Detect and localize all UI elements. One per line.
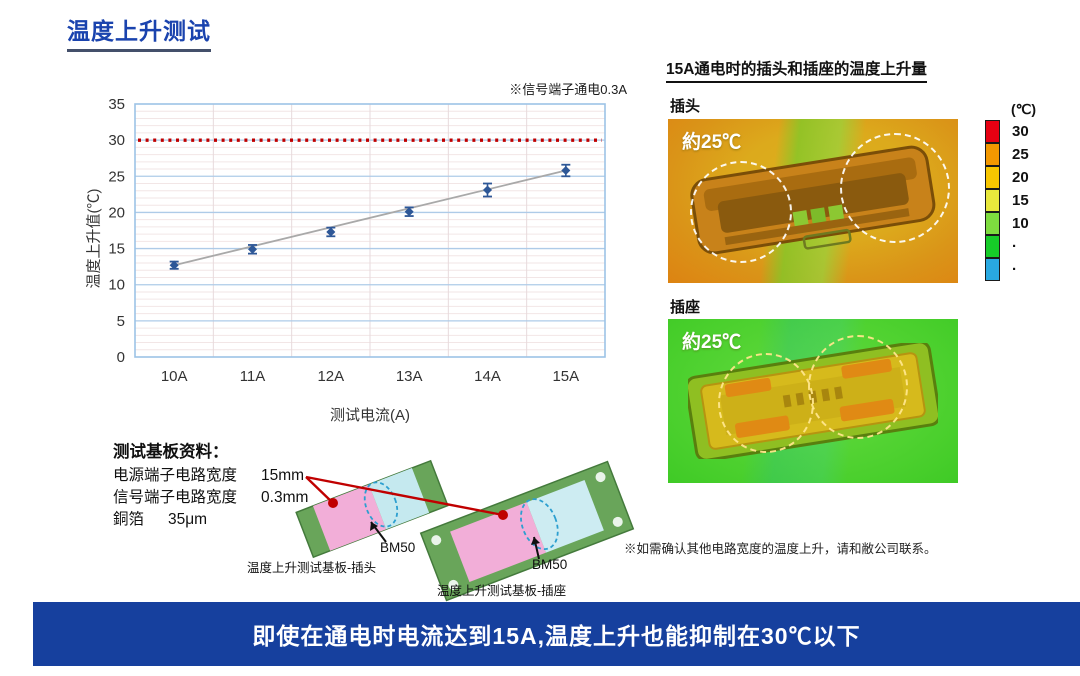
x-tick-label: 13A bbox=[396, 368, 423, 385]
plug-thermal-image: 約25℃ bbox=[668, 119, 958, 283]
chart-note: ※信号端子通电0.3A bbox=[509, 82, 627, 97]
thermal-section-heading: 15A通电时的插头和插座的温度上升量 bbox=[666, 57, 927, 83]
page-title: 温度上升测试 bbox=[67, 12, 211, 52]
bm50-arrows bbox=[370, 521, 540, 560]
y-tick-label: 30 bbox=[108, 132, 125, 149]
colorbar-scale: 30 25 20 15 10 · · bbox=[985, 119, 1080, 281]
colorbar-row: · bbox=[985, 234, 1080, 258]
spec-value: 35μm bbox=[168, 511, 208, 528]
bm50-label-plug: BM50 bbox=[380, 540, 416, 555]
colorbar-unit: (℃) bbox=[1011, 101, 1037, 117]
colorbar-tick-label: 15 bbox=[1012, 192, 1029, 209]
colorbar-tick-label: 25 bbox=[1012, 146, 1029, 163]
colorbar-row: 30 bbox=[985, 119, 1080, 143]
socket-hotspot-circle-left bbox=[718, 353, 814, 453]
test-board-info-heading: 测试基板资料： bbox=[113, 443, 229, 461]
conclusion-text: 即使在通电时电流达到15A,温度上升也能抑制在30℃以下 bbox=[252, 623, 861, 649]
colorbar-row: 10 bbox=[985, 211, 1080, 235]
chart-y-axis-title: 温度上升值(℃) bbox=[85, 188, 103, 289]
spec-label: 銅箔 bbox=[113, 511, 145, 528]
plug-temperature-annotation: 約25℃ bbox=[682, 132, 742, 153]
temperature-chart-section: ※信号端子通电0.3A 0 5 10 15 20 25 30 35 10A 11A 12A 13A 14… bbox=[75, 78, 635, 428]
temperature-colorbar: (℃) 30 25 20 15 10 · · bbox=[985, 101, 1080, 281]
colorbar-tick-label: 10 bbox=[1012, 215, 1029, 232]
colorbar-row: 25 bbox=[985, 142, 1080, 166]
plug-hotspot-circle-right bbox=[840, 133, 950, 243]
socket-temperature-annotation: 約25℃ bbox=[682, 332, 742, 353]
y-tick-label: 5 bbox=[117, 313, 125, 330]
plug-label: 插头 bbox=[670, 98, 701, 115]
socket-label: 插座 bbox=[670, 299, 701, 316]
x-tick-label: 11A bbox=[240, 368, 266, 385]
colorbar-swatch bbox=[985, 119, 1000, 143]
y-tick-label: 10 bbox=[108, 277, 125, 294]
colorbar-tick-label: · bbox=[1012, 238, 1017, 255]
colorbar-tick-label: 20 bbox=[1012, 169, 1029, 186]
y-tick-label: 15 bbox=[108, 241, 125, 258]
circuit-width-callout bbox=[305, 475, 508, 520]
plug-hotspot-circle-left bbox=[690, 161, 792, 263]
y-tick-label: 0 bbox=[117, 349, 125, 366]
colorbar-swatch bbox=[985, 142, 1000, 166]
spec-value: 0.3mm bbox=[261, 489, 309, 506]
socket-hotspot-circle-right bbox=[808, 335, 908, 439]
spec-label: 信号端子电路宽度 bbox=[113, 489, 238, 506]
y-tick-label: 25 bbox=[108, 168, 125, 185]
colorbar-tick-label: · bbox=[1012, 261, 1017, 278]
colorbar-tick-label: 30 bbox=[1012, 123, 1029, 140]
test-board-diagrams bbox=[295, 459, 635, 602]
x-tick-label: 15A bbox=[552, 368, 579, 385]
bm50-label-socket: BM50 bbox=[532, 557, 568, 572]
contact-note: ※如需确认其他电路宽度的温度上升，请和敝公司联系。 bbox=[624, 542, 937, 556]
y-tick-label: 35 bbox=[108, 96, 125, 113]
socket-thermal-image: 約25℃ bbox=[668, 319, 958, 483]
colorbar-swatch bbox=[985, 234, 1000, 258]
spec-label: 电源端子电路宽度 bbox=[113, 467, 238, 484]
conclusion-banner: 即使在通电时电流达到15A,温度上升也能抑制在30℃以下 bbox=[33, 602, 1080, 666]
board-spec-row: 信号端子电路宽度 0.3mm bbox=[113, 487, 308, 509]
socket-board-caption: 温度上升测试基板-插座 bbox=[437, 584, 567, 598]
colorbar-swatch bbox=[985, 188, 1000, 212]
x-tick-label: 12A bbox=[317, 368, 344, 385]
colorbar-row: 15 bbox=[985, 188, 1080, 212]
x-tick-label: 14A bbox=[474, 368, 501, 385]
y-tick-label: 20 bbox=[108, 204, 125, 221]
colorbar-row: · bbox=[985, 257, 1080, 281]
colorbar-swatch bbox=[985, 257, 1000, 281]
plug-board-caption: 温度上升测试基板-插头 bbox=[247, 561, 377, 575]
chart-x-axis-title: 测试电流(A) bbox=[330, 407, 410, 424]
x-tick-label: 10A bbox=[161, 368, 188, 385]
board-spec-row: 銅箔 35μm bbox=[113, 509, 308, 531]
colorbar-swatch bbox=[985, 165, 1000, 189]
board-spec-row: 电源端子电路宽度 15mm bbox=[113, 465, 308, 487]
socket-board-graphic bbox=[419, 460, 635, 602]
test-board-info: 测试基板资料： 电源端子电路宽度 15mm 信号端子电路宽度 0.3mm 銅箔 … bbox=[113, 438, 308, 531]
spec-value: 15mm bbox=[261, 467, 305, 484]
temperature-rise-chart: 0 5 10 15 20 25 30 35 10A 11A 12A 13A 14A 15A bbox=[108, 96, 606, 385]
colorbar-row: 20 bbox=[985, 165, 1080, 189]
colorbar-swatch bbox=[985, 211, 1000, 235]
